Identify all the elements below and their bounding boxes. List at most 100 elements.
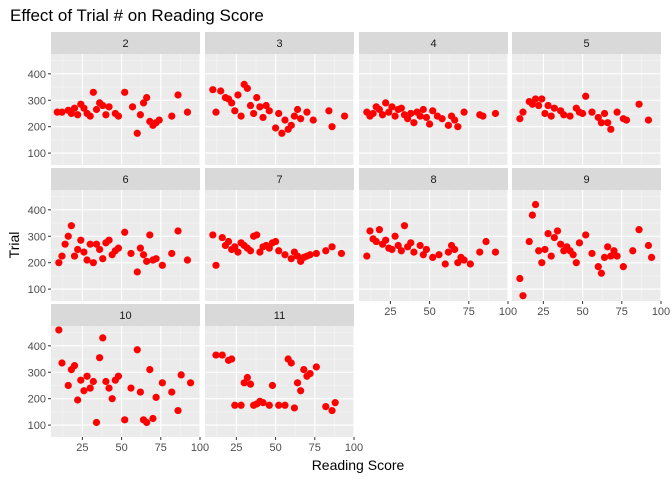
data-point [183, 256, 192, 264]
data-point [588, 108, 596, 116]
data-point [177, 371, 185, 379]
data-point [438, 115, 446, 123]
data-point [397, 247, 405, 255]
data-point [99, 101, 107, 110]
data-point [644, 241, 653, 250]
data-point [331, 399, 339, 407]
data-point [422, 245, 431, 254]
data-point [174, 91, 182, 99]
data-point [275, 401, 283, 409]
x-tick-label: 75 [616, 306, 628, 318]
data-point [80, 248, 88, 256]
y-tick-label: 100 [28, 420, 46, 432]
y-tick-label: 200 [28, 122, 46, 134]
data-point [58, 359, 66, 367]
data-point [535, 247, 543, 255]
data-point [281, 251, 289, 259]
data-point [547, 252, 555, 260]
data-point [519, 108, 527, 116]
data-point [466, 260, 474, 268]
data-point [136, 388, 144, 396]
data-point [309, 116, 317, 124]
data-point [382, 99, 390, 107]
data-point [133, 268, 141, 276]
data-point [139, 99, 148, 107]
data-point [328, 243, 336, 251]
data-point [528, 100, 536, 108]
data-point [92, 418, 101, 427]
data-point [541, 109, 549, 118]
data-point [644, 116, 653, 124]
data-point [600, 109, 609, 118]
data-point [228, 355, 236, 363]
data-point [155, 116, 163, 124]
data-point [80, 104, 88, 112]
data-point [268, 381, 277, 390]
x-tick-label: 100 [345, 442, 363, 454]
data-point [74, 111, 82, 119]
facet-strip [51, 304, 200, 326]
data-point [619, 263, 627, 271]
data-point [217, 87, 225, 95]
data-point [572, 259, 580, 267]
facet-label: 7 [276, 174, 282, 186]
data-point [538, 259, 546, 267]
data-point [560, 111, 568, 119]
facet-strip [205, 304, 354, 326]
data-point [525, 237, 533, 246]
data-point [121, 88, 129, 96]
data-point [293, 252, 302, 260]
data-point [391, 232, 399, 240]
data-point [454, 123, 462, 131]
data-point [369, 109, 377, 118]
data-point [228, 99, 236, 107]
data-point [212, 351, 220, 359]
y-tick-label: 300 [28, 367, 46, 379]
facet-label: 11 [274, 310, 285, 322]
data-point [613, 108, 621, 116]
x-tick-label: 25 [384, 306, 396, 318]
data-point [382, 236, 390, 244]
data-point [416, 241, 424, 250]
x-tick-label: 100 [499, 306, 517, 318]
data-point [183, 108, 192, 116]
facet-strip [512, 168, 661, 190]
data-point [594, 263, 602, 271]
data-point [96, 354, 104, 362]
data-point [297, 387, 305, 395]
data-point [105, 103, 113, 111]
panel-background [512, 190, 661, 301]
data-point [444, 121, 452, 129]
data-point [102, 111, 110, 119]
y-tick-label: 400 [28, 69, 46, 81]
data-point [64, 381, 72, 390]
data-point [375, 105, 383, 114]
data-point [168, 388, 176, 396]
data-point [407, 239, 415, 247]
data-point [325, 107, 333, 115]
data-point [186, 379, 195, 387]
data-point [575, 239, 584, 247]
data-point [271, 237, 280, 246]
data-point [435, 251, 443, 259]
data-point [363, 252, 371, 260]
data-point [174, 227, 182, 235]
facet-strip [359, 32, 508, 54]
data-point [604, 119, 612, 127]
data-point [535, 101, 543, 110]
data-point [482, 237, 490, 246]
data-point [256, 103, 264, 111]
data-point [127, 249, 135, 258]
x-tick-label: 100 [652, 306, 670, 318]
data-point [139, 251, 148, 259]
data-point [265, 244, 273, 252]
data-point [121, 228, 129, 236]
data-point [250, 109, 258, 118]
data-point [237, 401, 245, 409]
data-point [400, 222, 409, 230]
x-axis-title: Reading Score [312, 457, 405, 473]
data-point [553, 227, 562, 235]
data-point [55, 326, 63, 334]
panel-background [51, 190, 200, 301]
